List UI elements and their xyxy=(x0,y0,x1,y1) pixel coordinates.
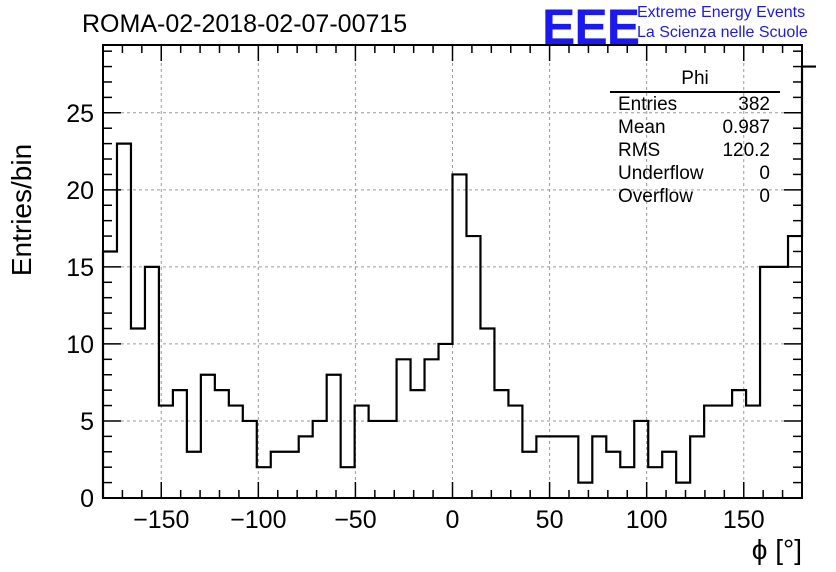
logo-caption-line2: La Scienza nelle Scuole xyxy=(637,24,808,41)
y-tick-label: 0 xyxy=(80,485,94,513)
histogram-bin xyxy=(592,436,606,498)
histogram-bin xyxy=(341,467,355,498)
stats-box-title: Phi xyxy=(610,68,780,93)
y-tick-label: 5 xyxy=(80,408,94,436)
chart-title: ROMA-02-2018-02-07-00715 xyxy=(82,10,408,38)
histogram-bin xyxy=(397,359,411,498)
histogram-bin xyxy=(578,483,592,498)
histogram-bin xyxy=(480,329,494,498)
histogram-bin xyxy=(453,174,467,498)
histogram-bin xyxy=(411,390,425,498)
stats-row-underflow: Underflow 0 xyxy=(610,162,780,185)
x-tick-label: −50 xyxy=(334,506,376,534)
histogram-bin xyxy=(187,452,201,498)
histogram-series xyxy=(101,65,816,498)
histogram-bin xyxy=(201,375,215,498)
histogram-bin xyxy=(550,436,564,498)
stats-value: 120.2 xyxy=(722,140,770,161)
y-tick-label: 25 xyxy=(66,100,94,128)
y-tick-label: 20 xyxy=(66,177,94,205)
stats-label: Mean xyxy=(618,117,666,138)
x-tick-label: 100 xyxy=(626,506,668,534)
histogram-bin xyxy=(676,483,690,498)
x-tick-label: −100 xyxy=(230,506,286,534)
stats-label: Entries xyxy=(618,94,678,115)
x-tick-label: 150 xyxy=(723,506,765,534)
stats-box: Phi Entries 382 Mean 0.987 RMS 120.2 Underf… xyxy=(610,68,780,208)
histogram-bin xyxy=(662,452,676,498)
histogram-bin xyxy=(425,359,439,498)
histogram-bin xyxy=(690,436,704,498)
histogram-bin xyxy=(383,421,397,498)
histogram-bin xyxy=(145,267,159,498)
stats-label: RMS xyxy=(618,140,661,161)
logo-caption-line1: Extreme Energy Events xyxy=(637,4,806,21)
histogram-bin xyxy=(746,406,760,498)
histogram-bin xyxy=(648,467,662,498)
stats-label: Underflow xyxy=(618,163,704,184)
stats-value: 382 xyxy=(738,94,770,115)
histogram-bin xyxy=(131,329,145,498)
stats-value: 0 xyxy=(759,163,770,184)
x-tick-label: −150 xyxy=(133,506,189,534)
histogram-bin xyxy=(369,421,383,498)
x-axis-label: ϕ [°] xyxy=(751,534,802,565)
stats-row-mean: Mean 0.987 xyxy=(610,116,780,139)
stats-row-entries: Entries 382 xyxy=(610,93,780,116)
histogram-bin xyxy=(774,267,788,498)
stats-label: Overflow xyxy=(618,186,693,207)
stats-value: 0.987 xyxy=(722,117,770,138)
histogram-bin xyxy=(802,67,816,498)
histogram-bin xyxy=(173,390,187,498)
stats-row-overflow: Overflow 0 xyxy=(610,185,780,208)
histogram-bin xyxy=(788,236,802,498)
histogram-bin xyxy=(117,144,131,498)
y-axis-label-text: Entries/bin xyxy=(6,143,37,277)
histogram-bin xyxy=(536,436,550,498)
histogram-bin xyxy=(508,406,522,498)
histogram-bin xyxy=(243,421,257,498)
histogram-bin xyxy=(704,406,718,498)
histogram-bin xyxy=(760,267,774,498)
histogram-bin xyxy=(564,436,578,498)
y-tick-label: 10 xyxy=(66,331,94,359)
histogram-bin xyxy=(215,390,229,498)
histogram-bin xyxy=(522,452,536,498)
histogram-bin xyxy=(355,406,369,498)
eee-logo: EEE xyxy=(542,0,640,55)
histogram-bin xyxy=(718,406,732,498)
stats-value: 0 xyxy=(759,186,770,207)
histogram-bin xyxy=(327,375,341,498)
x-tick-label: 50 xyxy=(536,506,564,534)
histogram-bin xyxy=(494,390,508,498)
histogram-bin xyxy=(466,236,480,498)
histogram-bin xyxy=(313,421,327,498)
y-tick-label: 15 xyxy=(66,254,94,282)
stats-row-rms: RMS 120.2 xyxy=(610,139,780,162)
logo-caption: Extreme Energy Events La Scienza nelle S… xyxy=(637,3,808,43)
histogram-bin xyxy=(229,406,243,498)
histogram-bin xyxy=(299,436,313,498)
x-tick-label: 0 xyxy=(446,506,460,534)
y-axis-label: Entries/bin xyxy=(4,110,40,310)
